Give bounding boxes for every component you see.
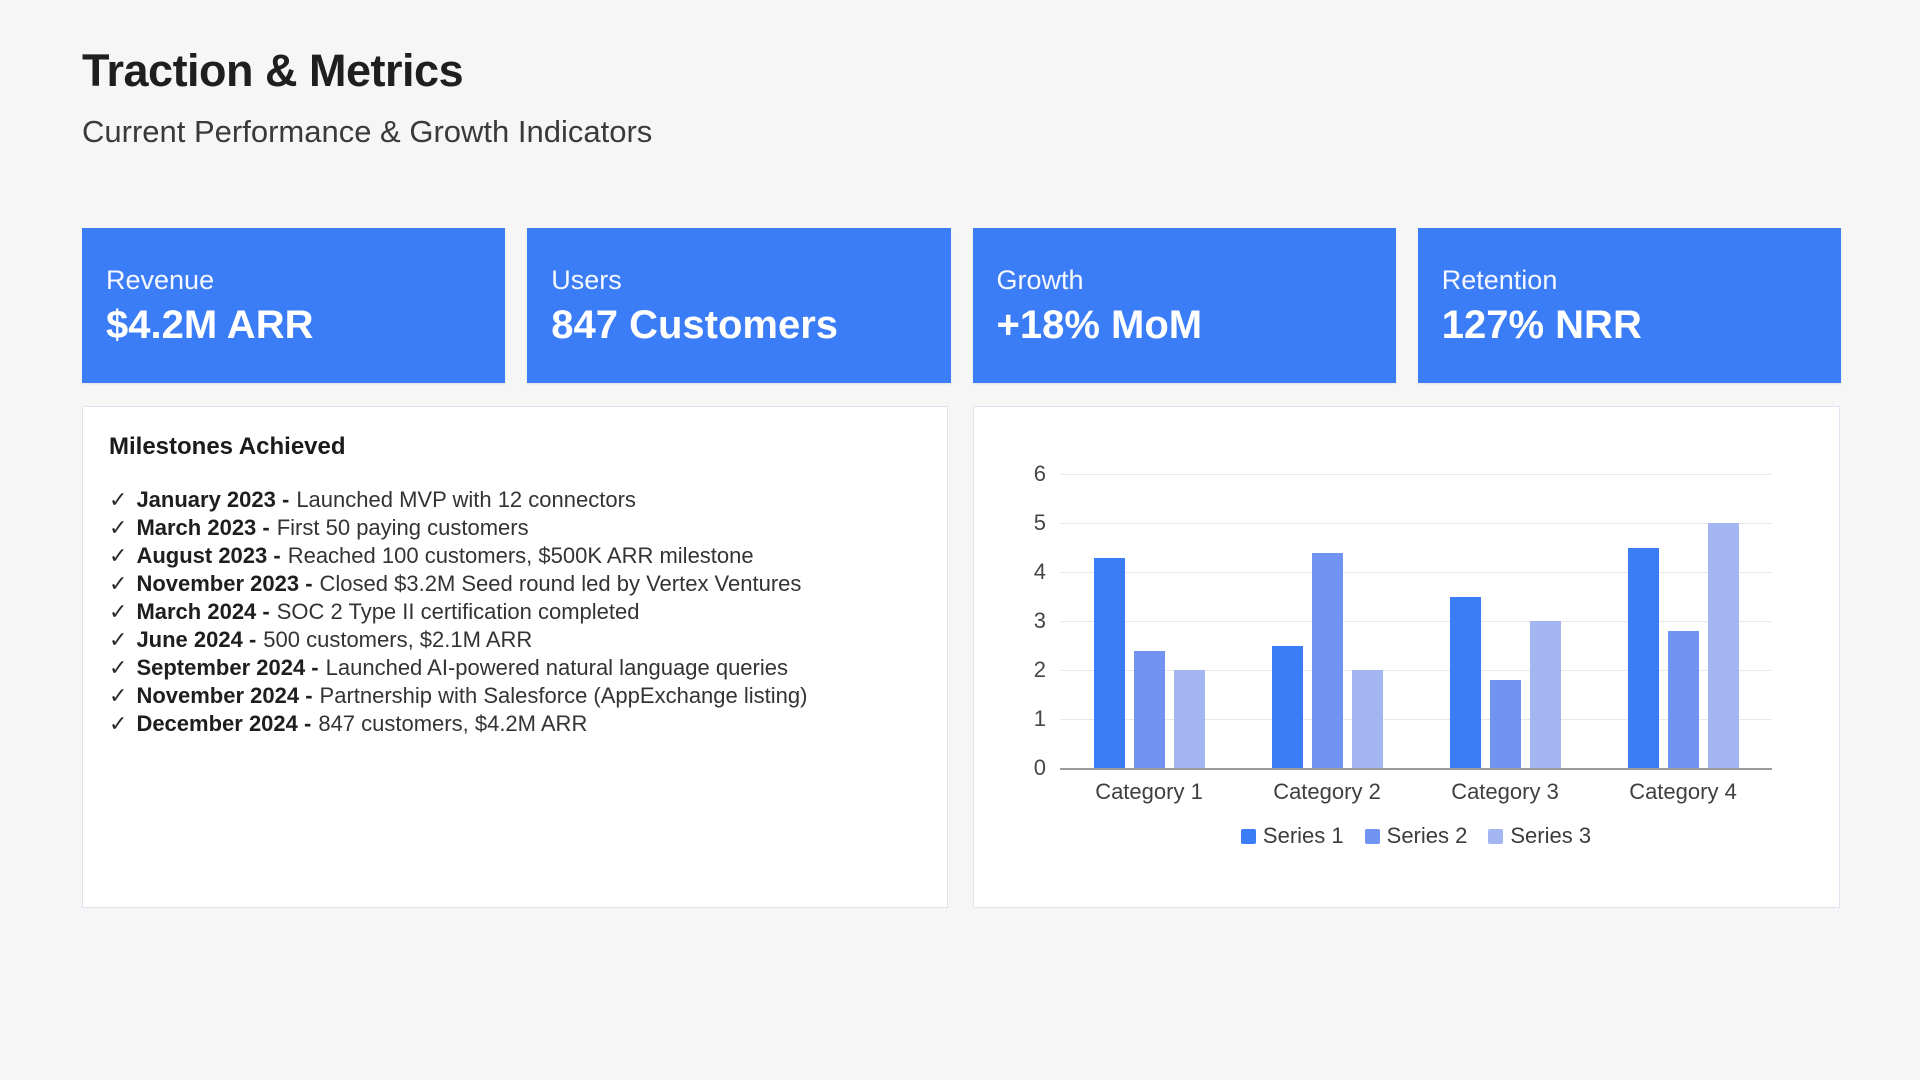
legend-swatch-icon	[1240, 828, 1256, 844]
milestone-item: ✓ November 2024 - Partnership with Salesfo…	[109, 682, 919, 710]
content-panels-row: Milestones Achieved ✓ January 2023 - Launc…	[82, 406, 1841, 909]
metric-card-revenue: Revenue $4.2M ARR	[82, 228, 506, 384]
milestone-item: ✓ December 2024 -847 customers, $4.2M ARR	[109, 710, 919, 738]
metric-card-value: 127% NRR	[1441, 303, 1642, 348]
page-title: Traction & Metrics	[82, 45, 464, 96]
metric-card-label: Growth	[996, 265, 1084, 296]
bar-series-1-category-2	[1271, 645, 1303, 769]
gridline	[1060, 621, 1772, 623]
milestone-date: November 2023 -	[136, 571, 313, 597]
milestone-date: November 2024 -	[136, 683, 313, 709]
milestone-date: August 2023 -	[136, 543, 281, 569]
chart-legend: Series 1 Series 2 Series 3	[1060, 823, 1772, 849]
milestone-date: March 2023 -	[136, 515, 270, 541]
bar-series-1-category-3	[1449, 596, 1481, 769]
y-axis-tick-label: 4	[1033, 559, 1046, 585]
metric-cards-row: Revenue $4.2M ARR Users 847 Customers Gr…	[82, 228, 1841, 384]
milestones-panel: Milestones Achieved ✓ January 2023 - Launc…	[82, 406, 948, 909]
x-axis-category-label: Category 4	[1629, 779, 1737, 805]
bar-series-3-category-1	[1173, 670, 1205, 769]
milestone-date: December 2024 -	[136, 711, 312, 737]
y-axis-tick-label: 2	[1033, 657, 1046, 683]
check-icon: ✓	[109, 683, 128, 709]
metric-card-users: Users 847 Customers	[527, 228, 951, 384]
page-subtitle: Current Performance & Growth Indicators	[82, 114, 653, 150]
y-axis-tick-label: 5	[1033, 510, 1046, 536]
gridline	[1060, 719, 1772, 721]
milestone-date: March 2024 -	[136, 599, 270, 625]
milestone-text: 500 customers, $2.1M ARR	[263, 627, 533, 653]
bar-series-2-category-2	[1311, 552, 1343, 769]
chart-panel: 0 1 2 3 4 5 6 Category 1 Category 2 Category 3 Cat…	[973, 406, 1840, 909]
check-icon: ✓	[109, 711, 128, 737]
milestone-text: SOC 2 Type II certification completed	[276, 599, 640, 625]
metric-card-label: Revenue	[106, 265, 215, 296]
legend-item-series-2: Series 2	[1364, 823, 1468, 849]
milestone-item: ✓ November 2023 - Closed $3.2M Seed round …	[109, 570, 919, 598]
milestone-text: Partnership with Salesforce (AppExchange…	[319, 683, 808, 709]
legend-item-series-3: Series 3	[1488, 823, 1591, 849]
milestone-text: Closed $3.2M Seed round led by Vertex Ve…	[319, 571, 802, 597]
metric-card-growth: Growth +18% MoM	[972, 228, 1396, 384]
check-icon: ✓	[109, 599, 128, 625]
y-axis-tick-label: 3	[1033, 608, 1046, 634]
metric-card-label: Retention	[1441, 265, 1558, 296]
bar-series-1-category-1	[1093, 557, 1125, 769]
bar-series-3-category-3	[1529, 621, 1561, 769]
milestone-date: September 2024 -	[136, 655, 319, 681]
metric-card-retention: Retention 127% NRR	[1417, 228, 1841, 384]
milestone-date: June 2024 -	[136, 627, 257, 653]
gridline	[1060, 670, 1772, 672]
bar-series-1-category-4	[1627, 547, 1659, 769]
milestone-item: ✓ March 2024 - SOC 2 Type II certification…	[109, 598, 919, 626]
legend-label: Series 3	[1510, 823, 1592, 849]
y-axis-tick-label: 0	[1033, 755, 1046, 781]
check-icon: ✓	[109, 627, 128, 653]
check-icon: ✓	[109, 543, 128, 569]
milestone-item: ✓ September 2024 - Launched AI-powered nat…	[109, 654, 919, 682]
y-axis-tick-label: 6	[1033, 461, 1046, 487]
x-axis-category-label: Category 3	[1451, 779, 1559, 805]
legend-swatch-icon	[1488, 828, 1504, 844]
milestone-item: ✓ March 2023 - First 50 paying customers	[109, 514, 919, 542]
milestones-heading: Milestones Achieved	[109, 433, 346, 461]
legend-swatch-icon	[1364, 828, 1380, 844]
legend-item-series-1: Series 1	[1240, 823, 1344, 849]
check-icon: ✓	[109, 487, 128, 513]
x-axis-line	[1060, 768, 1772, 771]
gridline	[1060, 572, 1772, 574]
check-icon: ✓	[109, 655, 128, 681]
bar-series-2-category-4	[1667, 631, 1699, 769]
bar-series-3-category-4	[1707, 523, 1739, 769]
metric-card-value: +18% MoM	[996, 303, 1203, 348]
milestone-item: ✓ January 2023 - Launched MVP with 12 conn…	[109, 486, 919, 514]
milestone-item: ✓ August 2023 - Reached 100 customers, $50…	[109, 542, 919, 570]
milestone-item: ✓ June 2024 -500 customers, $2.1M ARR	[109, 626, 919, 654]
milestone-date: January 2023 -	[136, 487, 290, 513]
x-axis-category-label: Category 1	[1095, 779, 1203, 805]
milestone-text: Reached 100 customers, $500K ARR milesto…	[287, 543, 754, 569]
legend-label: Series 1	[1262, 823, 1344, 849]
bar-series-3-category-2	[1351, 670, 1383, 769]
gridline	[1060, 523, 1772, 525]
bar-chart: 0 1 2 3 4 5 6 Category 1 Category 2 Category 3 Cat…	[974, 407, 1839, 907]
milestone-text: Launched MVP with 12 connectors	[296, 487, 636, 513]
metric-card-value: $4.2M ARR	[106, 303, 314, 348]
slide: Traction & Metrics Current Performance &…	[82, 44, 1841, 909]
milestone-text: 847 customers, $4.2M ARR	[318, 711, 588, 737]
check-icon: ✓	[109, 515, 128, 541]
legend-label: Series 2	[1386, 823, 1468, 849]
metric-card-label: Users	[551, 265, 622, 296]
check-icon: ✓	[109, 571, 128, 597]
milestone-text: First 50 paying customers	[276, 515, 529, 541]
milestone-text: Launched AI-powered natural language que…	[325, 655, 788, 681]
metric-card-value: 847 Customers	[551, 303, 839, 348]
bar-series-2-category-1	[1133, 650, 1165, 769]
gridline	[1060, 474, 1772, 476]
bar-series-2-category-3	[1489, 680, 1521, 769]
milestones-list: ✓ January 2023 - Launched MVP with 12 conn…	[109, 486, 919, 738]
x-axis-category-label: Category 2	[1273, 779, 1381, 805]
y-axis-tick-label: 1	[1033, 706, 1046, 732]
